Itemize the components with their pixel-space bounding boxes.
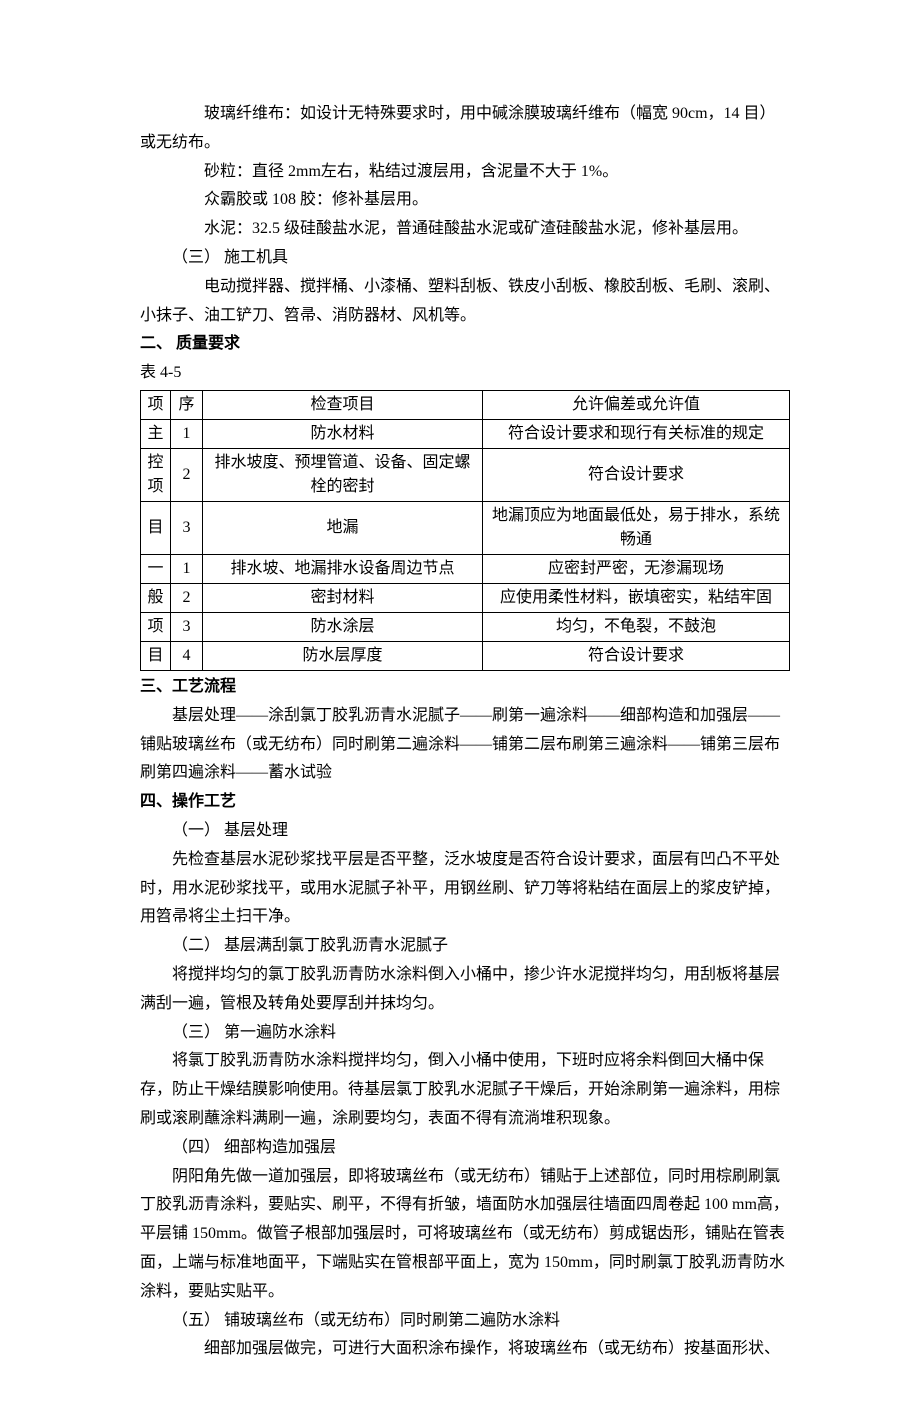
- group-label: 般: [141, 583, 171, 612]
- s4-s5-p: 细部加强层做完，可进行大面积涂布操作，将玻璃丝布（或无纺布）按基面形状、: [140, 1335, 790, 1364]
- intro-p2: 砂粒：直径 2mm左右，粘结过渡层用，含泥量不大于 1%。: [140, 158, 790, 187]
- table-row: 项 3 防水涂层 均匀，不龟裂，不鼓泡: [141, 612, 790, 641]
- group-label: 一: [141, 554, 171, 583]
- s4-s3-p: 将氯丁胶乳沥青防水涂料搅拌均匀，倒入小桶中使用，下班时应将余料倒回大桶中保存，防…: [140, 1047, 790, 1133]
- cell-val: 应使用柔性材料，嵌填密实，粘结牢固: [483, 583, 790, 612]
- cell-item: 防水涂层: [203, 612, 483, 641]
- cell-item: 防水材料: [203, 419, 483, 448]
- cell-val: 应密封严密，无渗漏现场: [483, 554, 790, 583]
- s4-s4-label: （四） 细部构造加强层: [140, 1134, 790, 1163]
- table-row: 主 1 防水材料 符合设计要求和现行有关标准的规定: [141, 419, 790, 448]
- section3-p1: 基层处理——涂刮氯丁胶乳沥青水泥腻子——刷第一遍涂料——细部构造和加强层——铺贴…: [140, 702, 790, 788]
- s4-s1-label: （一） 基层处理: [140, 817, 790, 846]
- table-row: 目 4 防水层厚度 符合设计要求: [141, 641, 790, 670]
- cell-item: 密封材料: [203, 583, 483, 612]
- intro-p3: 众霸胶或 108 胶：修补基层用。: [140, 186, 790, 215]
- cell-item: 排水坡度、预埋管道、设备、固定螺栓的密封: [203, 448, 483, 501]
- s4-s2-p: 将搅拌均匀的氯丁胶乳沥青防水涂料倒入小桶中，掺少许水泥搅拌均匀，用刮板将基层满刮…: [140, 961, 790, 1019]
- cell-item: 排水坡、地漏排水设备周边节点: [203, 554, 483, 583]
- table-row: 般 2 密封材料 应使用柔性材料，嵌填密实，粘结牢固: [141, 583, 790, 612]
- group-label: 项: [141, 612, 171, 641]
- table-row: 一 1 排水坡、地漏排水设备周边节点 应密封严密，无渗漏现场: [141, 554, 790, 583]
- section4-heading: 四、操作工艺: [140, 788, 790, 817]
- cell-val: 均匀，不龟裂，不鼓泡: [483, 612, 790, 641]
- cell-val: 符合设计要求: [483, 641, 790, 670]
- s4-s4-p: 阴阳角先做一道加强层，即将玻璃丝布（或无纺布）铺贴于上述部位，同时用棕刷刷氯丁胶…: [140, 1163, 790, 1307]
- cell-seq: 4: [171, 641, 203, 670]
- s4-s5-label: （五） 铺玻璃丝布（或无纺布）同时刷第二遍防水涂料: [140, 1307, 790, 1336]
- s4-s1-p: 先检查基层水泥砂浆找平层是否平整，泛水坡度是否符合设计要求，面层有凹凸不平处时，…: [140, 846, 790, 932]
- cell-val: 地漏顶应为地面最低处，易于排水，系统畅通: [483, 501, 790, 554]
- cell-seq: 2: [171, 583, 203, 612]
- s4-s2-label: （二） 基层满刮氯丁胶乳沥青水泥腻子: [140, 932, 790, 961]
- section3-heading: 三、工艺流程: [140, 673, 790, 702]
- group-label: 主: [141, 419, 171, 448]
- s4-s3-label: （三） 第一遍防水涂料: [140, 1019, 790, 1048]
- group-label: 目: [141, 501, 171, 554]
- cell-seq: 1: [171, 419, 203, 448]
- cell-seq: 3: [171, 612, 203, 641]
- cell-val: 符合设计要求和现行有关标准的规定: [483, 419, 790, 448]
- group-label: 目: [141, 641, 171, 670]
- intro-p1: 玻璃纤维布：如设计无特殊要求时，用中碱涂膜玻璃纤维布（幅宽 90cm，14 目）…: [140, 100, 790, 158]
- cell-item: 地漏: [203, 501, 483, 554]
- quality-table: 项 序 检查项目 允许偏差或允许值 主 1 防水材料 符合设计要求和现行有关标准…: [140, 390, 790, 671]
- table-header-row: 项 序 检查项目 允许偏差或允许值: [141, 390, 790, 419]
- th-category: 项: [141, 390, 171, 419]
- table-label: 表 4-5: [140, 359, 790, 388]
- th-item: 检查项目: [203, 390, 483, 419]
- cell-seq: 1: [171, 554, 203, 583]
- table-row: 目 3 地漏 地漏顶应为地面最低处，易于排水，系统畅通: [141, 501, 790, 554]
- th-seq: 序: [171, 390, 203, 419]
- intro-p5: 电动搅拌器、搅拌桶、小漆桶、塑料刮板、铁皮小刮板、橡胶刮板、毛刷、滚刷、小抹子、…: [140, 273, 790, 331]
- group-label: 控项: [141, 448, 171, 501]
- cell-item: 防水层厚度: [203, 641, 483, 670]
- cell-seq: 2: [171, 448, 203, 501]
- th-value: 允许偏差或允许值: [483, 390, 790, 419]
- section2-heading: 二、 质量要求: [140, 330, 790, 359]
- cell-val: 符合设计要求: [483, 448, 790, 501]
- intro-s3-label: （三） 施工机具: [140, 244, 790, 273]
- intro-p4: 水泥：32.5 级硅酸盐水泥，普通硅酸盐水泥或矿渣硅酸盐水泥，修补基层用。: [140, 215, 790, 244]
- cell-seq: 3: [171, 501, 203, 554]
